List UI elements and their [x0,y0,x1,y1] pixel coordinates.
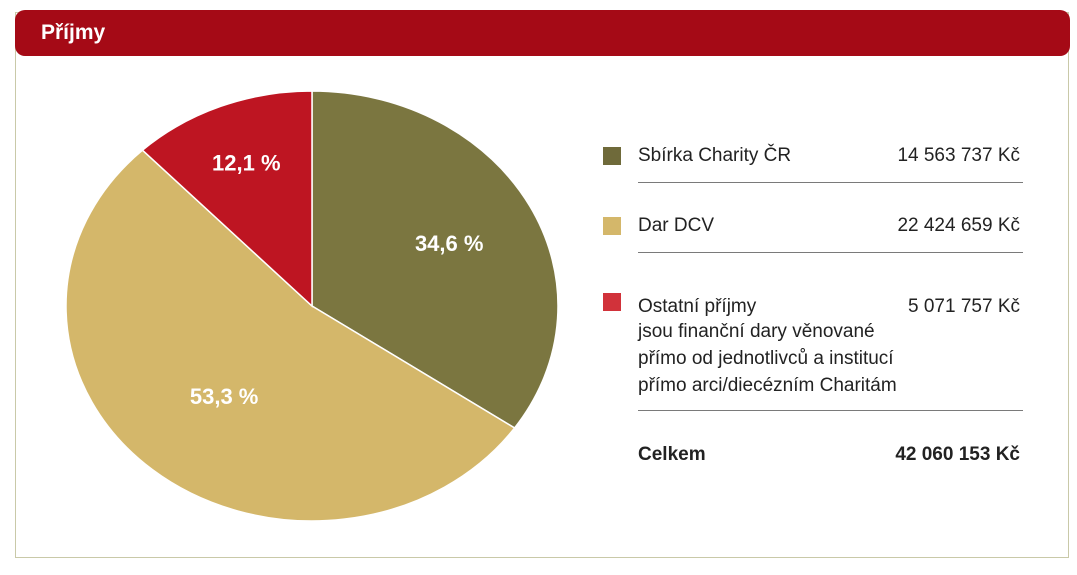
legend-divider [638,182,1023,183]
slice-percent-label: 12,1 % [212,150,281,175]
legend-label: Sbírka Charity ČR [638,145,792,166]
section-header: Příjmy [15,10,1070,56]
legend-value: 5 071 757 Kč [908,296,1020,317]
legend-swatch [603,293,621,311]
legend-label: Dar DCV [638,215,715,236]
total-label: Celkem [638,444,706,465]
pie-slice [311,90,559,429]
slice-percent-label: 53,3 % [190,384,259,409]
legend-value: 14 563 737 Kč [897,145,1020,166]
pie-slice [65,149,516,522]
legend-label: Ostatní příjmy [638,296,757,317]
legend-divider [638,410,1023,411]
legend-swatch [603,147,621,165]
legend-swatch [603,217,621,235]
legend-divider [638,252,1023,253]
legend-value: 22 424 659 Kč [897,215,1020,236]
legend-description: jsou finanční dary věnované přímo od jed… [638,321,897,396]
pie-slice [141,90,313,308]
total-value: 42 060 153 Kč [895,444,1020,465]
section-title: Příjmy [41,21,106,44]
slice-percent-label: 34,6 % [415,231,484,256]
